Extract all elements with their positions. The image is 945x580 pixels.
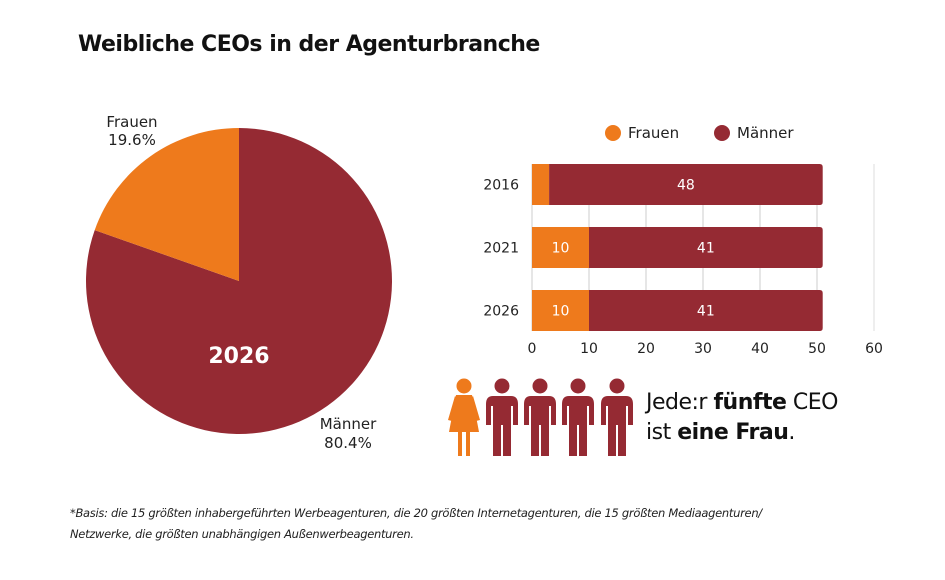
x-tick-label: 40 xyxy=(751,341,769,357)
torso xyxy=(524,396,556,425)
bar-segment-frauen xyxy=(532,227,589,268)
man-icon xyxy=(486,378,518,456)
legend-label: Frauen xyxy=(628,124,679,142)
people-infographic xyxy=(448,378,633,456)
y-tick-label: 2016 xyxy=(483,178,519,194)
pie-center-label: 2026 xyxy=(208,344,269,369)
leg xyxy=(458,431,462,456)
pie-label-frauen: Frauen xyxy=(106,113,157,131)
x-tick-label: 10 xyxy=(580,341,598,357)
leg xyxy=(541,424,549,456)
man-icon xyxy=(601,378,633,456)
footnote: *Basis: die 15 größten inhabergeführten … xyxy=(70,503,870,545)
bar-segment-maenner xyxy=(549,164,823,205)
head xyxy=(494,378,510,394)
pie-slice-frauen xyxy=(94,128,240,281)
bar-segment-maenner xyxy=(589,227,823,268)
bar-data-label: 41 xyxy=(697,241,715,257)
tagline: Jede:r fünfte CEO ist eine Frau. xyxy=(646,388,838,448)
tagline-text: ist xyxy=(646,420,678,445)
chart-title: Weibliche CEOs in der Agenturbranche xyxy=(78,32,540,57)
y-tick-label: 2021 xyxy=(483,241,519,257)
leg xyxy=(618,424,626,456)
leg xyxy=(493,424,501,456)
x-tick-label: 50 xyxy=(808,341,826,357)
tagline-bold: eine Frau xyxy=(677,420,789,445)
tagline-text: CEO xyxy=(786,390,839,415)
bar-data-label: 10 xyxy=(552,304,570,320)
leg xyxy=(466,431,470,456)
bar-data-label: 10 xyxy=(552,241,570,257)
footnote-line: Netzwerke, die größten unabhängigen Auße… xyxy=(70,527,414,541)
bar-data-label: 48 xyxy=(677,178,695,194)
leg xyxy=(579,424,587,456)
tagline-text: Jede:r xyxy=(646,390,714,415)
tagline-text: . xyxy=(788,420,795,445)
tagline-line-1: Jede:r fünfte CEO xyxy=(646,388,838,418)
x-tick-label: 60 xyxy=(865,341,883,357)
x-tick-label: 0 xyxy=(528,341,537,357)
legend-marker-maenner xyxy=(714,125,730,141)
x-tick-label: 30 xyxy=(694,341,712,357)
x-tick-label: 20 xyxy=(637,341,655,357)
legend-label: Männer xyxy=(737,124,794,142)
legend-marker-frauen xyxy=(605,125,621,141)
torso xyxy=(486,396,518,425)
pie-value-frauen: 19.6% xyxy=(108,131,156,149)
dress xyxy=(449,395,479,432)
man-icon xyxy=(562,378,594,456)
head xyxy=(456,378,472,394)
torso xyxy=(601,396,633,425)
footnote-line: *Basis: die 15 größten inhabergeführten … xyxy=(70,506,762,520)
leg xyxy=(569,424,577,456)
head xyxy=(532,378,548,394)
y-tick-label: 2026 xyxy=(483,304,519,320)
bar-segment-frauen xyxy=(532,290,589,331)
bar-segment-frauen xyxy=(532,164,550,205)
pie-slice-maenner xyxy=(86,128,392,434)
pie-label-maenner: Männer xyxy=(320,415,377,433)
woman-icon xyxy=(448,378,480,456)
torso xyxy=(562,396,594,425)
bar-segment-maenner xyxy=(589,290,823,331)
bar-chart: 0 10 20 30 40 50 60 2016 48 2021 10 41 2026 10 41 Fraue… xyxy=(483,124,883,357)
man-icon xyxy=(524,378,556,456)
head xyxy=(609,378,625,394)
leg xyxy=(531,424,539,456)
leg xyxy=(503,424,511,456)
leg xyxy=(608,424,616,456)
bar-data-label: 41 xyxy=(697,304,715,320)
tagline-bold: fünfte xyxy=(713,390,787,415)
pie-value-maenner: 80.4% xyxy=(324,434,372,452)
tagline-line-2: ist eine Frau. xyxy=(646,418,838,448)
head xyxy=(570,378,586,394)
